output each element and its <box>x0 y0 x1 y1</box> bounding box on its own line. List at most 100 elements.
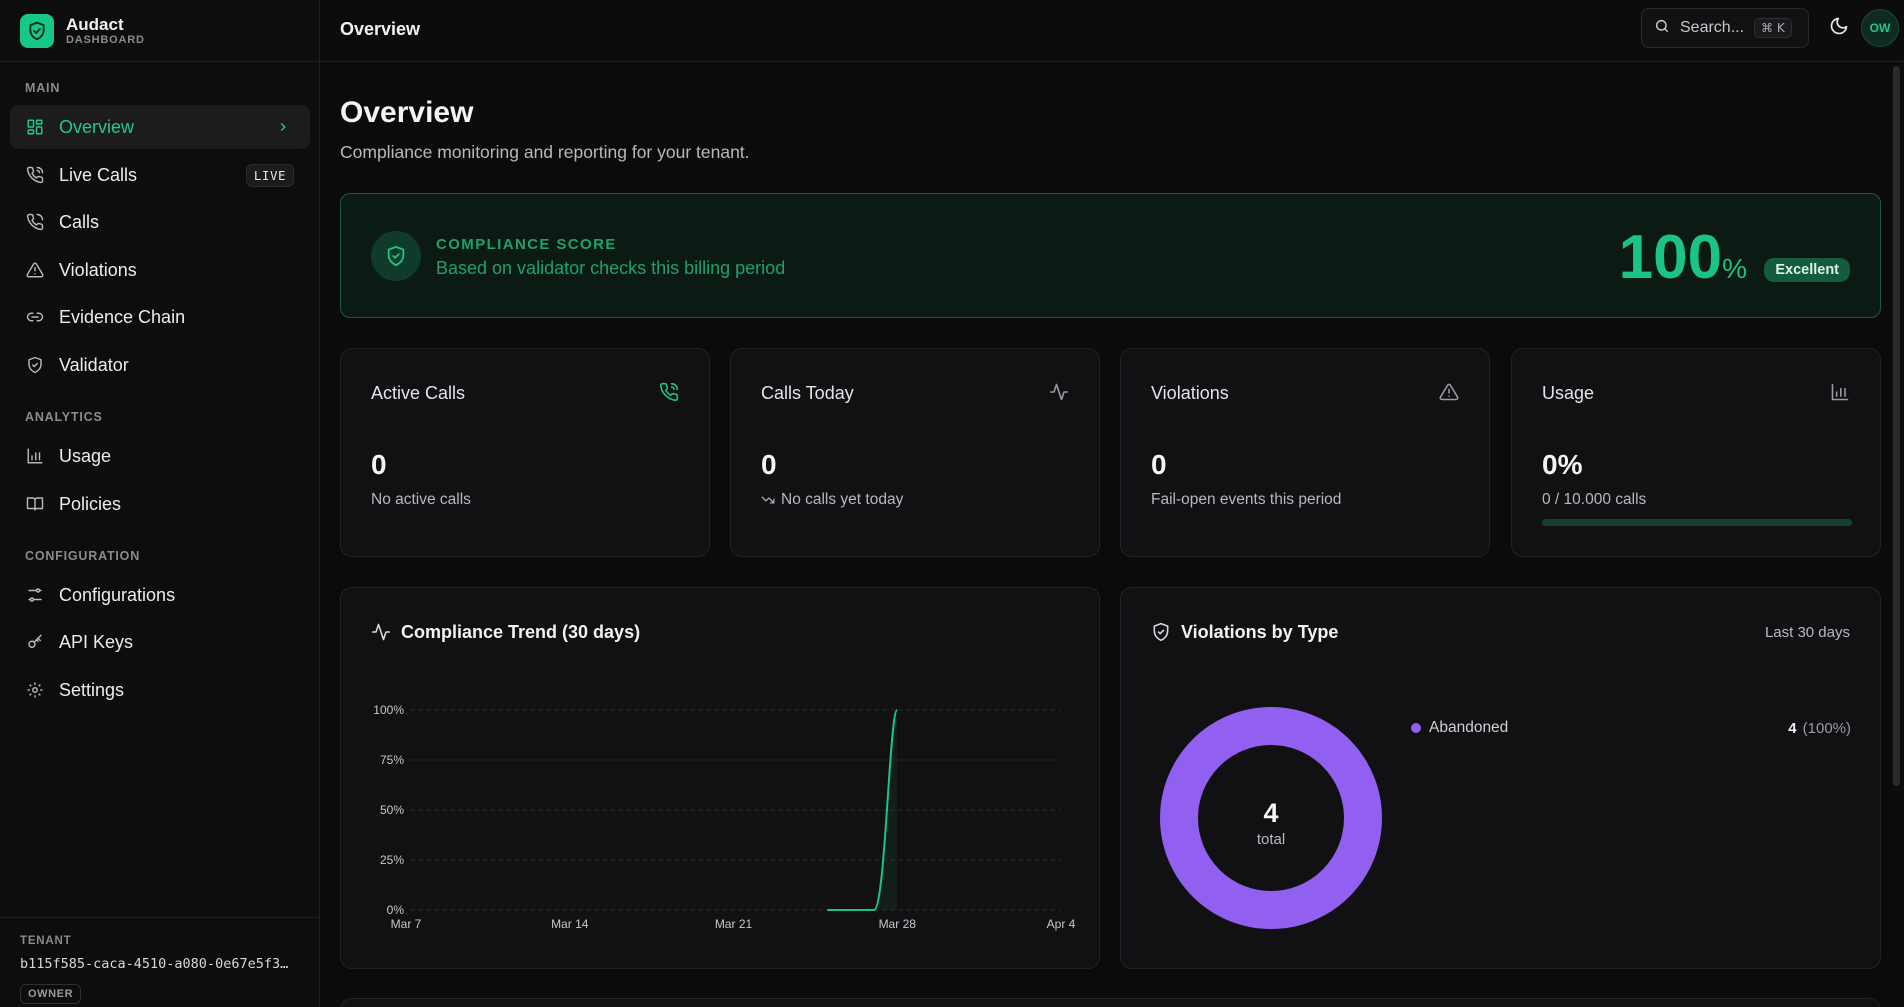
tenant-panel: TENANT b115f585-caca-4510-a080-0e67e5f3…… <box>0 917 320 1004</box>
page-scrollbar[interactable] <box>1890 62 1904 1007</box>
y-tick-label: 0% <box>387 903 405 917</box>
violations-donut-chart: 4 total <box>1160 707 1382 929</box>
donut-slice-abandoned <box>1160 707 1382 929</box>
y-tick-label: 75% <box>380 753 404 767</box>
x-tick-label: Mar 21 <box>715 917 753 931</box>
sidebar-item-calls[interactable]: Calls <box>10 200 310 244</box>
sidebar-item-usage[interactable]: Usage <box>10 434 310 478</box>
sidebar-item-label: Live Calls <box>59 164 138 185</box>
search-button[interactable]: Search... ⌘ K <box>1641 8 1809 48</box>
tenant-id[interactable]: b115f585-caca-4510-a080-0e67e5f3… <box>20 956 289 972</box>
panel-title: Violations by Type <box>1181 622 1339 642</box>
sidebar-item-label: API Keys <box>59 631 134 652</box>
shield-check-icon <box>371 231 421 281</box>
key-icon <box>25 632 45 652</box>
stat-title: Violations <box>1151 383 1229 403</box>
avatar[interactable]: OW <box>1861 9 1899 47</box>
sidebar-item-label: Usage <box>59 445 112 466</box>
phone-call-icon <box>659 382 679 402</box>
section-label-main: MAIN <box>25 81 61 95</box>
stat-subtext: Fail-open events this period <box>1151 491 1342 508</box>
stat-value: 0 <box>371 449 387 480</box>
theme-toggle-button[interactable] <box>1829 16 1853 40</box>
x-tick-label: Mar 14 <box>551 917 589 931</box>
search-icon <box>1654 18 1670 39</box>
sidebar-item-label: Overview <box>59 116 135 137</box>
brand[interactable]: Audact DASHBOARD <box>0 0 319 62</box>
stat-subtext: 0 / 10.000 calls <box>1542 491 1647 508</box>
activity-icon <box>1049 382 1069 402</box>
sidebar-item-evidence-chain[interactable]: Evidence Chain <box>10 295 310 339</box>
x-tick-label: Mar 28 <box>879 917 917 931</box>
violations-by-type-panel: Violations by Type Last 30 days 4 total A… <box>1120 587 1881 969</box>
role-badge: OWNER <box>20 984 82 1004</box>
sidebar-item-violations[interactable]: Violations <box>10 248 310 292</box>
phone-call-icon <box>25 165 45 185</box>
tenant-label: TENANT <box>20 935 72 947</box>
sidebar-item-label: Violations <box>59 259 137 280</box>
panel-title: Compliance Trend (30 days) <box>401 622 641 642</box>
compliance-trend-panel: Compliance Trend (30 days) 100% 75% 50% 25%… <box>340 587 1100 969</box>
brand-name: Audact <box>66 14 124 34</box>
book-open-icon <box>25 494 45 514</box>
score-unit: % <box>1722 253 1747 284</box>
next-card <box>340 998 1881 1007</box>
bar-chart-icon <box>25 446 45 466</box>
sidebar-item-live-calls[interactable]: Live Calls LIVE <box>10 153 310 197</box>
sidebar: Audact DASHBOARD MAIN Overview Live Call… <box>0 0 320 1007</box>
stat-value: 0% <box>1542 449 1583 480</box>
x-tick-label: Mar 7 <box>391 917 422 931</box>
stat-subtext: No active calls <box>371 491 471 508</box>
section-label-configuration: CONFIGURATION <box>25 549 141 563</box>
moon-icon <box>1829 17 1849 40</box>
sidebar-item-label: Settings <box>59 679 125 700</box>
x-tick-label: Apr 4 <box>1047 917 1076 931</box>
alert-triangle-icon <box>25 260 45 280</box>
bar-chart-icon <box>1830 382 1850 402</box>
stat-card-usage: Usage 0% 0 / 10.000 calls <box>1511 348 1881 557</box>
sidebar-item-label: Evidence Chain <box>59 306 186 327</box>
stat-title: Usage <box>1542 383 1595 403</box>
legend-item: Abandoned 4 (100%) <box>1411 719 1851 737</box>
compliance-score-description: Based on validator checks this billing p… <box>436 258 786 278</box>
top-header: Overview Search... ⌘ K OW <box>321 0 1904 62</box>
alert-triangle-icon <box>1439 382 1459 402</box>
shield-logo-icon <box>20 13 54 48</box>
donut-total-value: 4 <box>1263 798 1278 828</box>
legend-percent: (100%) <box>1802 719 1851 737</box>
header-title: Overview <box>340 19 421 39</box>
sidebar-item-label: Policies <box>59 493 122 514</box>
shortcut-kbd: ⌘ K <box>1754 18 1792 38</box>
sidebar-item-api-keys[interactable]: API Keys <box>10 620 310 664</box>
series-line <box>827 709 899 911</box>
compliance-score-label: COMPLIANCE SCORE <box>436 236 617 253</box>
stat-value: 0 <box>761 449 777 480</box>
layout-grid-icon <box>25 117 45 137</box>
sliders-icon <box>25 585 45 605</box>
page-subtitle: Compliance monitoring and reporting for … <box>340 142 750 162</box>
compliance-trend-chart: 100% 75% 50% 25% 0%Mar 7 Mar 14 Mar 21 Mar 28 Ap… <box>373 703 1076 931</box>
y-tick-label: 25% <box>380 853 404 867</box>
compliance-score-card: COMPLIANCE SCORE Based on validator chec… <box>340 193 1881 318</box>
usage-progress-bar <box>1542 519 1852 526</box>
sidebar-item-label: Calls <box>59 211 100 232</box>
stat-title: Calls Today <box>761 383 854 403</box>
sidebar-item-validator[interactable]: Validator <box>10 343 310 387</box>
link-icon <box>25 307 45 327</box>
y-tick-label: 100% <box>373 703 404 717</box>
sidebar-item-overview[interactable]: Overview <box>10 105 310 149</box>
score-status-badge: Excellent <box>1764 258 1850 282</box>
scrollbar-thumb[interactable] <box>1893 66 1900 786</box>
chevron-right-icon <box>276 118 290 139</box>
compliance-score-value: 100% <box>1619 226 1747 301</box>
sidebar-item-configurations[interactable]: Configurations <box>10 573 310 617</box>
trending-down-icon <box>761 493 775 507</box>
live-badge: LIVE <box>245 164 294 187</box>
sidebar-item-policies[interactable]: Policies <box>10 482 310 526</box>
series-area <box>827 710 898 910</box>
legend-color-dot <box>1411 723 1421 733</box>
legend-count: 4 <box>1788 719 1797 737</box>
date-range-label: Last 30 days <box>1764 624 1850 641</box>
shield-check-icon <box>1151 622 1171 642</box>
sidebar-item-settings[interactable]: Settings <box>10 668 310 712</box>
